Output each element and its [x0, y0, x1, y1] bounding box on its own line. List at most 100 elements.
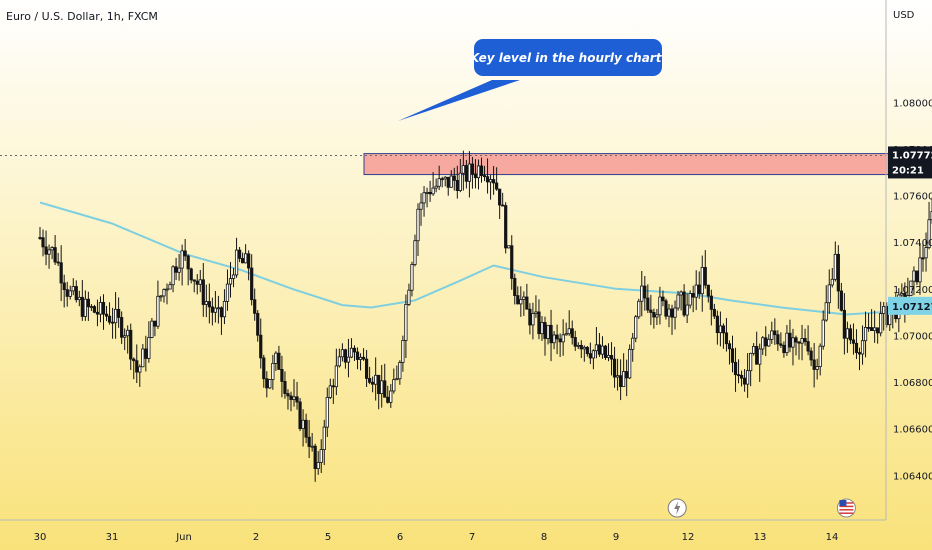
candle-body: [237, 249, 242, 259]
candle-body: [443, 176, 447, 180]
candle-body: [631, 337, 635, 350]
candle-body: [519, 299, 523, 305]
candle-body: [473, 173, 478, 179]
candle-body: [83, 298, 87, 317]
candle-body: [824, 302, 828, 321]
candle-body: [53, 247, 57, 263]
candle-body: [628, 348, 632, 379]
candle-body: [458, 172, 462, 191]
candle-body: [352, 347, 357, 353]
candle-body: [467, 163, 472, 182]
candle-body: [219, 307, 224, 318]
candle-body: [192, 279, 196, 282]
candle-body: [407, 289, 411, 305]
candle-body: [107, 315, 112, 323]
resistance-zone: [363, 153, 932, 176]
candle-body: [882, 306, 886, 314]
candle-body: [216, 307, 221, 310]
candle-body: [667, 308, 671, 317]
candle-body: [649, 309, 653, 313]
candle-body: [171, 266, 175, 286]
candle-body: [670, 308, 674, 318]
candle-body: [464, 165, 468, 182]
candle-body: [298, 401, 302, 429]
candle-body: [422, 192, 426, 204]
time-tick-label: 8: [541, 532, 547, 543]
candle-body: [755, 345, 759, 365]
candle-body: [742, 377, 747, 385]
candle-body: [476, 165, 481, 179]
candle-body: [845, 328, 850, 339]
candle-body: [325, 397, 329, 428]
candle-body: [594, 344, 599, 352]
candle-body: [491, 179, 496, 184]
candle-body: [800, 338, 804, 344]
candle-body: [815, 366, 819, 370]
candle-body: [791, 337, 795, 348]
candle-body: [851, 339, 856, 344]
candle-body: [758, 348, 762, 365]
candle-body: [652, 312, 656, 318]
candle-body: [866, 327, 871, 329]
candle-body: [546, 324, 550, 339]
candle-body: [528, 308, 532, 326]
candle-body: [50, 247, 54, 251]
candle-body: [691, 293, 695, 298]
candle-body: [386, 396, 390, 403]
candle-body: [104, 313, 109, 317]
candle-body: [540, 322, 544, 335]
candle-body: [606, 355, 611, 358]
candle-body: [555, 334, 559, 340]
candle-body: [195, 280, 199, 285]
candle-body: [77, 296, 81, 301]
candle-body: [244, 253, 248, 264]
candle-body: [428, 191, 432, 195]
candle-body: [65, 289, 69, 297]
candle-body: [340, 349, 345, 358]
candle-body: [516, 295, 520, 305]
candle-body: [679, 291, 683, 296]
candle-body: [307, 436, 311, 447]
candle-body: [552, 334, 556, 344]
candle-body: [655, 314, 659, 318]
candle-body: [927, 219, 931, 248]
candle-body: [770, 330, 774, 340]
candle-body: [470, 163, 475, 175]
candle-body: [368, 378, 372, 383]
candle-body: [676, 294, 680, 309]
candle-body: [612, 358, 617, 378]
candle-body: [930, 211, 932, 221]
candle-body: [609, 355, 614, 360]
candle-body: [857, 352, 862, 355]
candle-body: [495, 182, 499, 190]
candle-body: [482, 175, 487, 178]
candle-body: [110, 321, 115, 324]
candle-body: [591, 350, 595, 359]
candle-body: [231, 274, 236, 279]
candle-body: [343, 349, 348, 363]
candle-body: [316, 462, 320, 470]
candle-body: [383, 380, 387, 398]
candle-body: [225, 283, 230, 302]
candle-body: [854, 342, 859, 353]
candle-body: [900, 293, 904, 296]
candle-body: [600, 345, 605, 355]
price-tick-label: 1.07000: [893, 331, 932, 342]
candle-body: [576, 344, 580, 347]
candle-body: [283, 381, 287, 394]
candle-body: [534, 311, 538, 314]
candle-body: [286, 393, 290, 397]
candle-body: [59, 262, 63, 284]
candle-body: [44, 246, 48, 255]
zone-layer: [363, 153, 932, 176]
candle-body: [782, 344, 786, 354]
time-tick-label: 14: [826, 532, 839, 543]
candle-body: [876, 327, 880, 334]
candle-body: [89, 306, 94, 308]
candle-body: [156, 295, 160, 327]
candle-body: [461, 165, 465, 174]
candle-body: [918, 257, 922, 283]
candle-body: [410, 264, 414, 291]
candle-body: [62, 282, 66, 291]
candle-body: [724, 332, 729, 345]
